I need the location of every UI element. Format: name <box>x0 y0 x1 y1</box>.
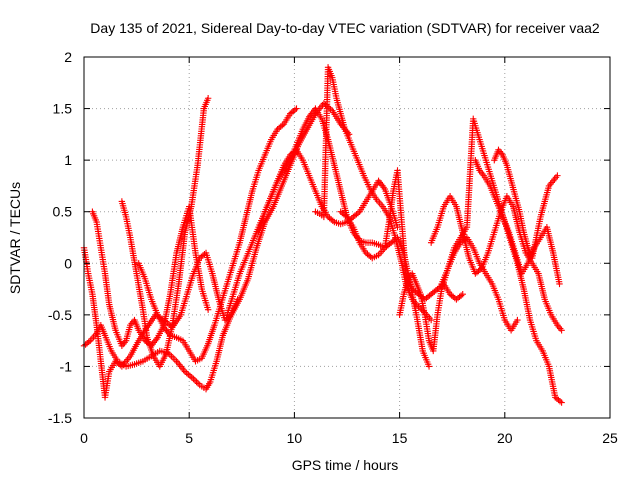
x-axis-label: GPS time / hours <box>292 457 399 473</box>
data-series <box>118 95 212 370</box>
data-series <box>337 167 466 303</box>
data-point <box>190 375 197 383</box>
data-point <box>556 280 563 288</box>
x-tick-label: 25 <box>602 430 618 446</box>
data-series <box>396 234 521 355</box>
data-point <box>234 296 241 303</box>
data-point <box>85 338 92 346</box>
data-point <box>291 147 299 155</box>
data-point <box>279 122 286 129</box>
y-tick-label: -1.5 <box>48 410 72 426</box>
x-tick-label: 10 <box>287 430 303 446</box>
data-point <box>476 266 484 273</box>
y-tick-label: -1 <box>60 358 73 374</box>
data-point <box>342 212 349 219</box>
data-series <box>427 193 565 334</box>
x-tick-label: 5 <box>185 430 193 446</box>
plot-frame <box>83 56 611 419</box>
data-point <box>329 217 336 224</box>
data-point <box>191 377 199 384</box>
data-point <box>425 363 433 370</box>
x-tick-label: 15 <box>392 430 408 446</box>
axis-ticks: 0 5 10 15 20 25 -1.5 -1 -0.5 0 0.5 1 1.5 2 <box>48 49 618 446</box>
data-point <box>427 316 435 324</box>
data-point <box>415 303 422 310</box>
data-point <box>188 374 195 381</box>
data-point <box>194 380 202 387</box>
data-point <box>558 327 565 334</box>
data-point <box>558 399 565 406</box>
y-tick-label: 2 <box>64 49 72 65</box>
y-tick-label: 0 <box>64 255 72 271</box>
y-tick-label: -0.5 <box>48 307 72 323</box>
data-point <box>183 369 190 377</box>
data-point <box>171 356 179 363</box>
data-point <box>185 371 192 378</box>
data-point <box>514 316 521 324</box>
data-point <box>554 172 561 179</box>
data-series <box>491 146 561 262</box>
data-series <box>80 100 353 393</box>
data-point <box>170 354 177 362</box>
data-point <box>354 209 362 217</box>
y-tick-label: 1.5 <box>53 101 73 117</box>
data-points <box>80 64 565 406</box>
data-point <box>186 372 194 380</box>
data-series <box>135 105 300 365</box>
data-point <box>193 378 200 386</box>
data-point <box>291 106 299 114</box>
data-point <box>457 292 465 299</box>
data-point <box>204 95 212 102</box>
data-point <box>459 291 466 298</box>
y-tick-label: 0.5 <box>53 204 73 220</box>
x-tick-label: 0 <box>80 430 88 446</box>
data-point <box>204 306 212 313</box>
y-axis-label: SDTVAR / TECUs <box>7 182 23 294</box>
data-point <box>556 398 564 405</box>
y-tick-label: 1 <box>64 152 72 168</box>
data-point <box>293 105 300 112</box>
data-point <box>168 353 175 360</box>
x-tick-label: 20 <box>497 430 513 446</box>
chart-title: Day 135 of 2021, Sidereal Day-to-day VTE… <box>90 20 600 36</box>
